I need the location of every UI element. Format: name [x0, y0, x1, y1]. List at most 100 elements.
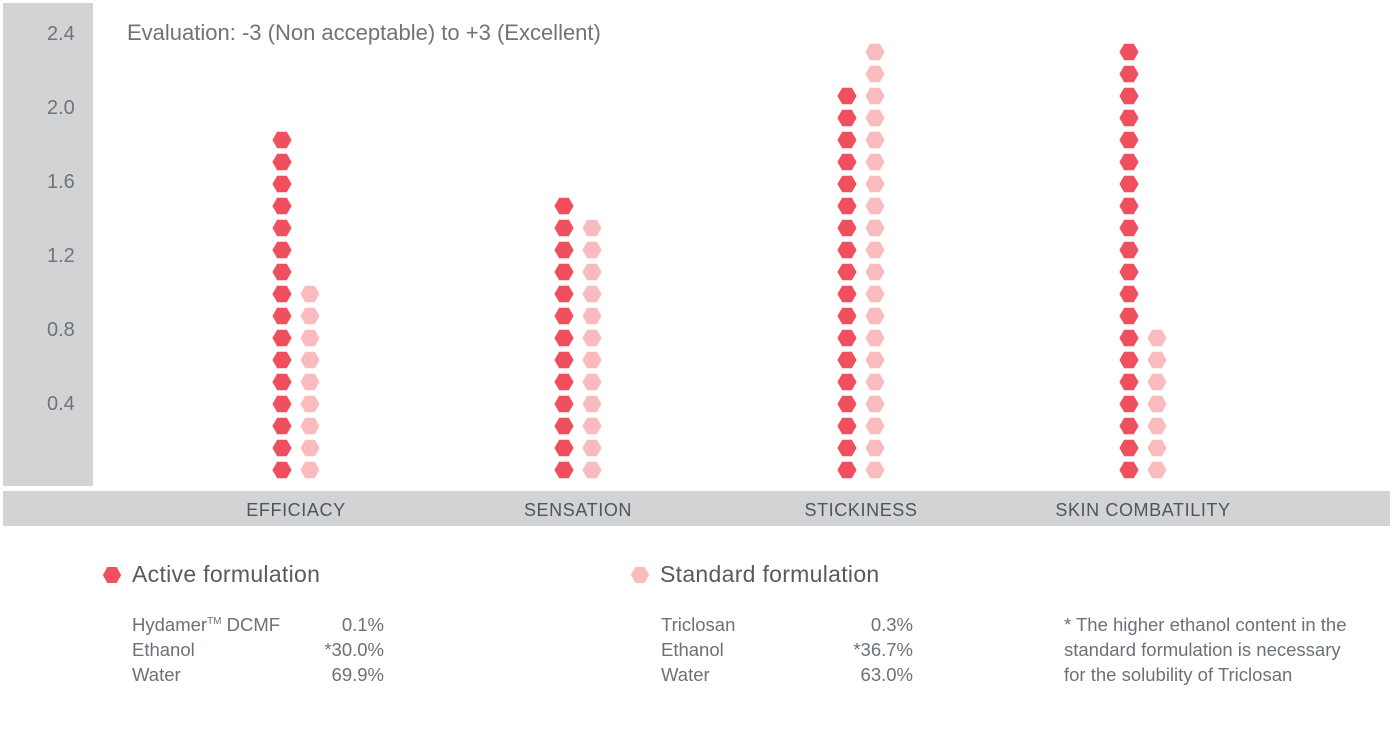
- bar-marker: [582, 351, 602, 369]
- bar-marker: [865, 307, 885, 325]
- bar-marker: [865, 175, 885, 193]
- footnote: * The higher ethanol content in the stan…: [1064, 614, 1347, 685]
- bar-marker: [1119, 175, 1139, 193]
- bar-marker: [300, 395, 320, 413]
- bar-marker: [554, 197, 574, 215]
- bar-marker: [554, 373, 574, 391]
- bar-stack: [300, 285, 320, 479]
- bar-marker: [272, 285, 292, 303]
- bar-marker: [1119, 131, 1139, 149]
- bar-marker: [582, 241, 602, 259]
- bar-marker: [582, 329, 602, 347]
- bar-marker: [865, 329, 885, 347]
- bar-marker: [1119, 329, 1139, 347]
- bar-stack: [272, 131, 292, 479]
- bar-marker: [272, 351, 292, 369]
- bar-marker: [300, 329, 320, 347]
- ingredient-value: *36.7%: [853, 639, 913, 660]
- bar-marker: [554, 285, 574, 303]
- bar-marker: [837, 439, 857, 457]
- category-label: SENSATION: [524, 500, 632, 520]
- bar-marker: [837, 175, 857, 193]
- ingredient-value: 0.1%: [341, 614, 384, 635]
- bar-marker: [300, 417, 320, 435]
- bar-marker: [1119, 241, 1139, 259]
- legend-active-icon: [102, 566, 122, 583]
- bar-marker: [582, 395, 602, 413]
- table-row: HydamerTM DCMF 0.1%: [132, 612, 384, 637]
- bar-stack: [865, 43, 885, 479]
- bar-stack: [582, 219, 602, 479]
- bar-marker: [582, 461, 602, 479]
- bar-marker: [1119, 439, 1139, 457]
- bar-marker: [554, 351, 574, 369]
- bar-marker: [300, 439, 320, 457]
- trademark-sup: TM: [207, 615, 222, 627]
- chart-title: Evaluation: -3 (Non acceptable) to +3 (E…: [127, 20, 601, 45]
- bar-marker: [865, 131, 885, 149]
- bar-marker: [272, 197, 292, 215]
- bar-marker: [300, 307, 320, 325]
- bar-marker: [1119, 65, 1139, 83]
- ingredient-name: Ethanol: [132, 639, 195, 660]
- bar-marker: [865, 219, 885, 237]
- bar-marker: [865, 241, 885, 259]
- bar-marker: [582, 285, 602, 303]
- bar-marker: [1119, 395, 1139, 413]
- table-row: Triclosan 0.3%: [661, 612, 913, 637]
- bar-marker: [865, 43, 885, 61]
- y-tick-label: 1.2: [47, 245, 75, 267]
- bar-marker: [1119, 153, 1139, 171]
- table-row: Ethanol *30.0%: [132, 637, 384, 662]
- bar-marker: [1119, 197, 1139, 215]
- y-axis-band: [3, 3, 93, 486]
- bar-marker: [837, 307, 857, 325]
- bar-marker: [554, 241, 574, 259]
- bar-marker: [837, 87, 857, 105]
- bar-marker: [1119, 351, 1139, 369]
- bar-marker: [865, 461, 885, 479]
- bar-marker: [837, 153, 857, 171]
- category-label: SKIN COMBATILITY: [1055, 500, 1230, 520]
- bar-marker: [837, 131, 857, 149]
- bar-marker: [865, 197, 885, 215]
- bar-marker: [1119, 109, 1139, 127]
- bar-marker: [554, 307, 574, 325]
- ingredient-value: 69.9%: [331, 664, 384, 685]
- bar-marker: [865, 439, 885, 457]
- category-label: STICKINESS: [804, 500, 917, 520]
- legend-active: Active formulation: [102, 561, 320, 588]
- bar-marker: [582, 219, 602, 237]
- bar-marker: [272, 461, 292, 479]
- bar-marker: [1119, 285, 1139, 303]
- bar-marker: [300, 373, 320, 391]
- bar-marker: [1119, 87, 1139, 105]
- bar-marker: [272, 219, 292, 237]
- bar-marker: [272, 263, 292, 281]
- y-tick-label: 1.6: [47, 171, 75, 193]
- bar-stack: [837, 87, 857, 479]
- bar-marker: [837, 329, 857, 347]
- bar-marker: [1119, 417, 1139, 435]
- bar-marker: [272, 417, 292, 435]
- y-tick-label: 2.0: [47, 97, 75, 119]
- bar-marker: [300, 285, 320, 303]
- ingredient-name: Water: [132, 664, 181, 685]
- bar-marker: [1147, 373, 1167, 391]
- bar-marker: [865, 351, 885, 369]
- bar-marker: [837, 461, 857, 479]
- bar-marker: [554, 461, 574, 479]
- bar-marker: [554, 329, 574, 347]
- bar-marker: [300, 351, 320, 369]
- bar-marker: [272, 175, 292, 193]
- bar-marker: [582, 373, 602, 391]
- bar-marker: [272, 373, 292, 391]
- bar-marker: [837, 109, 857, 127]
- bar-marker: [837, 351, 857, 369]
- bar-marker: [582, 439, 602, 457]
- bar-marker: [582, 307, 602, 325]
- bar-marker: [272, 329, 292, 347]
- bar-marker: [1119, 263, 1139, 281]
- bar-marker: [1119, 307, 1139, 325]
- bar-marker: [1147, 461, 1167, 479]
